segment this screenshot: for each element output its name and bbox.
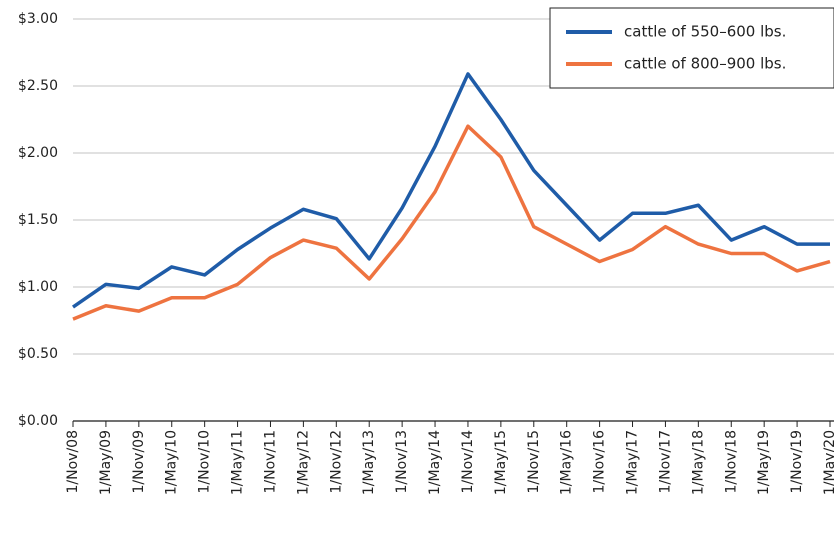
legend-label: cattle of 800–900 lbs. — [624, 55, 786, 73]
legend-box — [549, 7, 834, 89]
legend-label: cattle of 550–600 lbs. — [624, 23, 786, 41]
x-tick-label: 1/Nov/12 — [328, 430, 344, 493]
x-tick-label: 1/May/16 — [559, 430, 575, 495]
y-tick-label: $2.00 — [18, 145, 58, 161]
y-tick-label: $0.00 — [18, 413, 58, 429]
y-tick-label: $3.00 — [18, 11, 58, 27]
x-tick-label: 1/Nov/17 — [657, 430, 673, 493]
x-tick-label: 1/Nov/14 — [460, 430, 476, 494]
x-tick-label: 1/Nov/19 — [789, 430, 805, 493]
y-tick-label: $1.00 — [18, 279, 58, 295]
series-line — [72, 124, 831, 321]
x-tick-label: 1/May/13 — [361, 430, 377, 495]
x-tick-label: 1/May/20 — [822, 430, 834, 495]
x-tick-label: 1/Nov/11 — [262, 430, 278, 493]
y-tick-label: $2.50 — [18, 78, 58, 94]
x-tick-label: 1/Nov/10 — [197, 430, 213, 493]
x-tick-label: 1/May/15 — [493, 430, 509, 495]
x-tick-label: 1/Nov/18 — [723, 430, 739, 493]
y-tick-label: $1.50 — [18, 212, 58, 228]
x-tick-label: 1/Nov/09 — [131, 430, 147, 493]
series-line — [72, 72, 830, 309]
x-tick-label: 1/May/11 — [230, 430, 246, 495]
x-tick-label: 1/Nov/15 — [526, 430, 542, 493]
x-tick-label: 1/May/17 — [625, 430, 641, 495]
x-tick-label: 1/May/19 — [756, 430, 772, 495]
x-tick-label: 1/Nov/13 — [394, 430, 410, 493]
x-tick-label: 1/Nov/16 — [592, 430, 608, 494]
x-tick-label: 1/Nov/08 — [65, 430, 81, 493]
x-tick-label: 1/May/18 — [690, 430, 706, 495]
x-tick-label: 1/May/12 — [295, 430, 311, 495]
x-tick-label: 1/May/14 — [427, 430, 443, 495]
x-tick-label: 1/May/09 — [98, 430, 114, 495]
x-tick-label: 1/May/10 — [164, 430, 180, 495]
y-tick-label: $0.50 — [18, 346, 58, 362]
